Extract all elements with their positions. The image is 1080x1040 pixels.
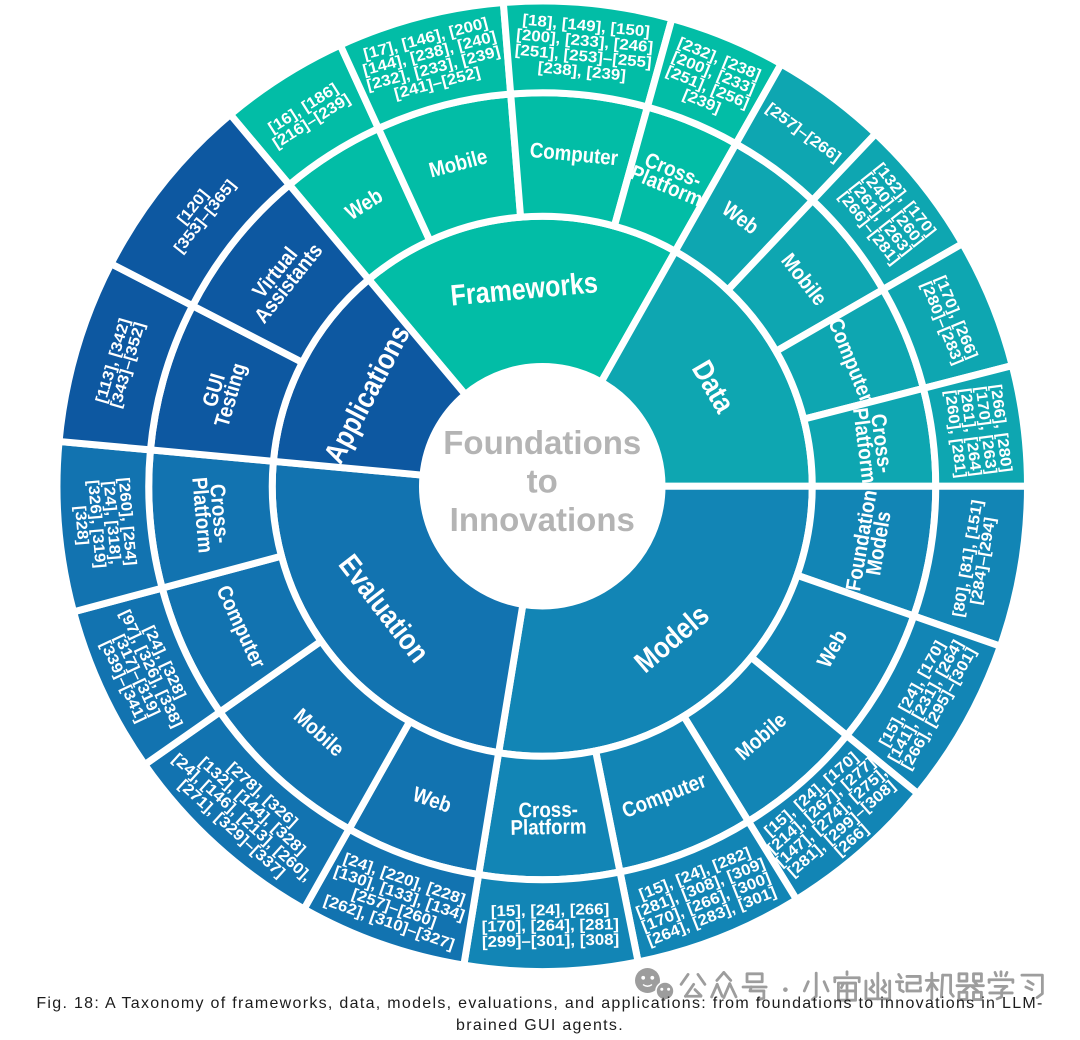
svg-text:Cross-Platform: Cross-Platform — [510, 798, 587, 840]
svg-text:[15], [24], [266][170], [264],: [15], [24], [266][170], [264], [281][299… — [481, 901, 619, 951]
svg-text:[18], [149], [150][200], [233]: [18], [149], [150][200], [233], [246][25… — [513, 11, 656, 87]
svg-text:[24], [220], [228][130], [133]: [24], [220], [228][130], [133], [134][25… — [321, 848, 472, 953]
svg-text:Cross-Platform: Cross-Platform — [187, 475, 234, 554]
svg-text:[260], [254][24], [318],[326],: [260], [254][24], [318],[326], [319][328… — [69, 477, 139, 570]
svg-text:[266], [280][170], [263][261],: [266], [280][170], [263][261], [264][260… — [941, 383, 1015, 479]
